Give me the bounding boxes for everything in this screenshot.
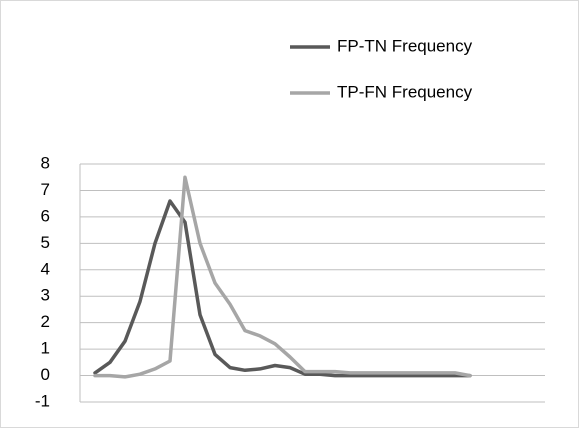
y-tick-label: 1 — [41, 339, 50, 358]
y-tick-label: -1 — [35, 391, 50, 410]
y-tick-label: 5 — [41, 233, 50, 252]
legend-label: FP-TN Frequency — [337, 36, 473, 55]
y-tick-label: 8 — [41, 153, 50, 172]
series-line — [93, 199, 472, 378]
y-tick-label: 4 — [41, 259, 50, 278]
y-tick-label: 3 — [41, 286, 50, 305]
legend-label: TP-FN Frequency — [337, 82, 473, 101]
y-tick-label: 7 — [41, 180, 50, 199]
y-tick-label: 6 — [41, 206, 50, 225]
series-line — [93, 175, 472, 379]
y-tick-label: 0 — [41, 365, 50, 384]
y-tick-label: 2 — [41, 312, 50, 331]
